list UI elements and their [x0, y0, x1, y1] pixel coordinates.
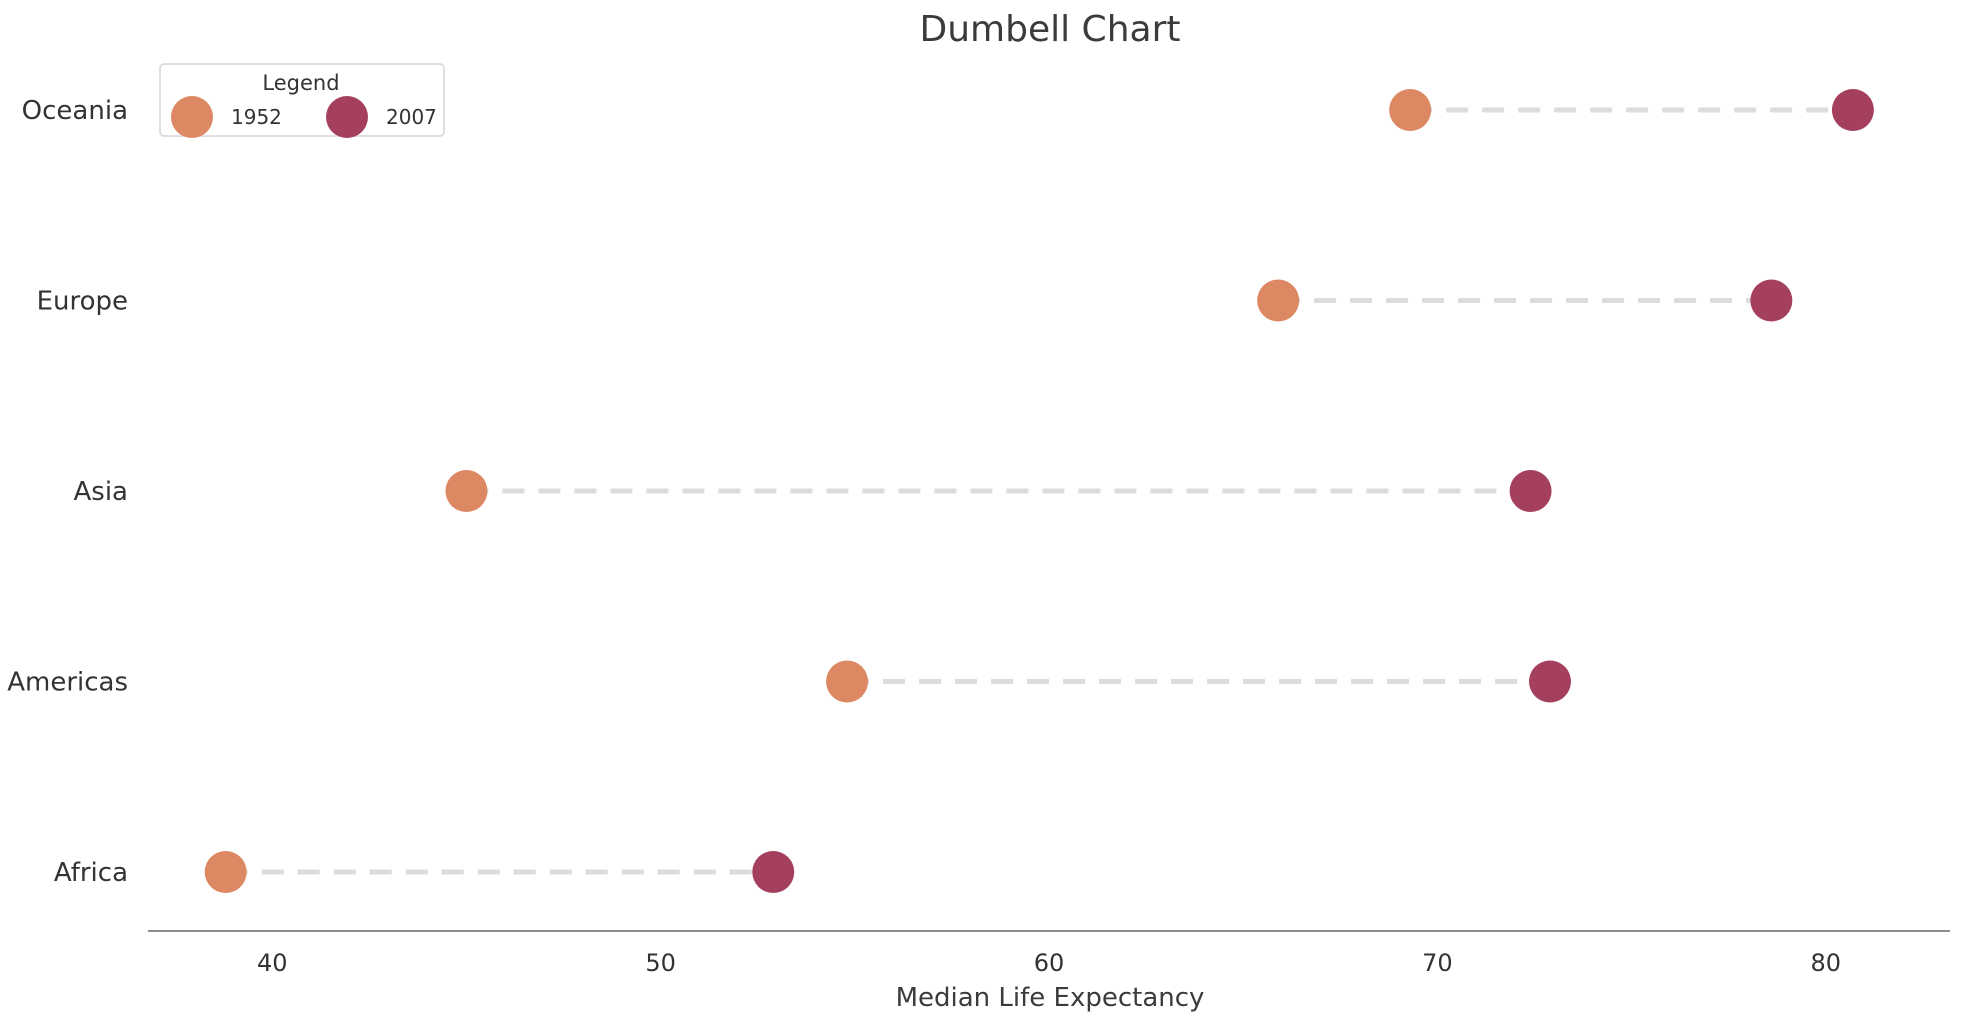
point-1952-europe — [1257, 279, 1300, 322]
points-layer — [204, 89, 1874, 893]
category-label-europe: Europe — [37, 287, 128, 317]
connectors-layer — [225, 107, 1853, 875]
x-axis: 40 50 60 70 80 — [148, 930, 1950, 977]
point-2007-americas — [1528, 660, 1571, 703]
category-labels: Oceania Europe Asia Americas Africa — [7, 96, 128, 888]
legend-marker-2007 — [326, 96, 368, 138]
point-2007-asia — [1509, 470, 1552, 512]
chart-title: Dumbell Chart — [920, 9, 1181, 50]
point-1952-oceania — [1389, 89, 1432, 131]
legend-label-2007: 2007 — [386, 105, 437, 129]
point-2007-oceania — [1831, 89, 1874, 131]
point-1952-americas — [826, 660, 869, 703]
legend-title: Legend — [262, 71, 339, 95]
x-tick-label-80: 80 — [1810, 949, 1841, 977]
x-tick-label-70: 70 — [1422, 949, 1453, 977]
legend-label-1952: 1952 — [231, 105, 282, 129]
point-2007-africa — [752, 851, 795, 893]
legend-marker-1952 — [171, 96, 213, 138]
category-label-asia: Asia — [74, 477, 129, 507]
point-1952-africa — [204, 851, 247, 893]
x-tick-label-60: 60 — [1034, 949, 1065, 977]
category-label-americas: Americas — [7, 668, 128, 698]
legend-box — [159, 63, 445, 137]
x-tick-label-50: 50 — [645, 949, 676, 977]
x-tick-label-40: 40 — [257, 949, 288, 977]
x-axis-title: Median Life Expectancy — [896, 983, 1205, 1013]
point-2007-europe — [1750, 279, 1793, 322]
category-label-africa: Africa — [54, 858, 128, 888]
point-1952-asia — [445, 470, 488, 512]
category-label-oceania: Oceania — [22, 96, 128, 126]
legend: Legend 1952 2007 — [159, 63, 445, 138]
